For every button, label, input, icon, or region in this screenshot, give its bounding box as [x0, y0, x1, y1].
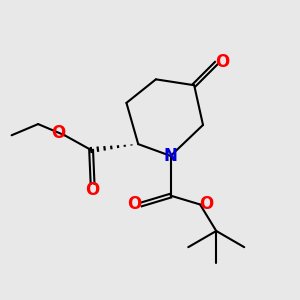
Text: O: O [216, 53, 230, 71]
Text: O: O [85, 181, 99, 199]
Text: O: O [200, 196, 214, 214]
Text: N: N [164, 147, 178, 165]
Text: O: O [51, 124, 65, 142]
Text: O: O [128, 196, 142, 214]
